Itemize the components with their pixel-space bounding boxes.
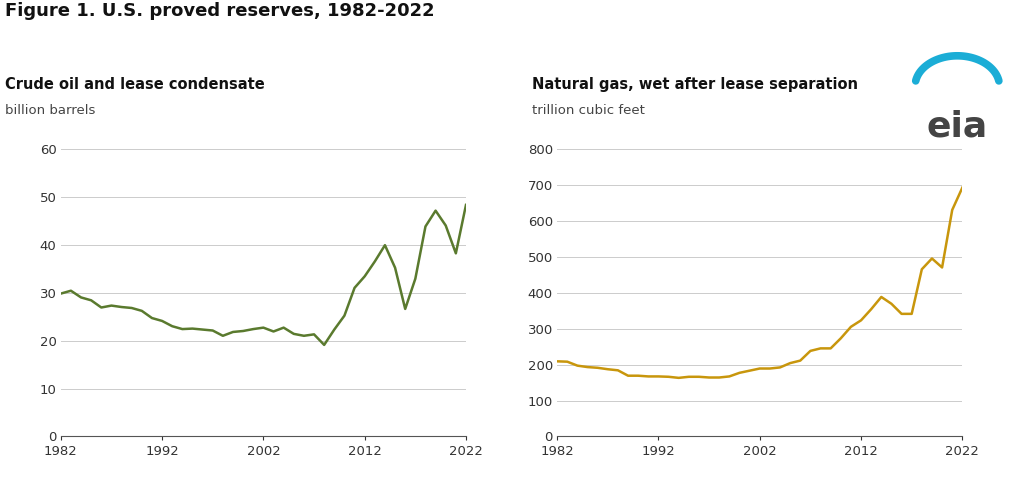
Text: trillion cubic feet: trillion cubic feet [532, 104, 644, 117]
Text: Figure 1. U.S. proved reserves, 1982-2022: Figure 1. U.S. proved reserves, 1982-202… [5, 2, 435, 20]
Text: Crude oil and lease condensate: Crude oil and lease condensate [5, 77, 264, 92]
Text: eia: eia [927, 109, 988, 143]
Text: Natural gas, wet after lease separation: Natural gas, wet after lease separation [532, 77, 858, 92]
Text: billion barrels: billion barrels [5, 104, 95, 117]
